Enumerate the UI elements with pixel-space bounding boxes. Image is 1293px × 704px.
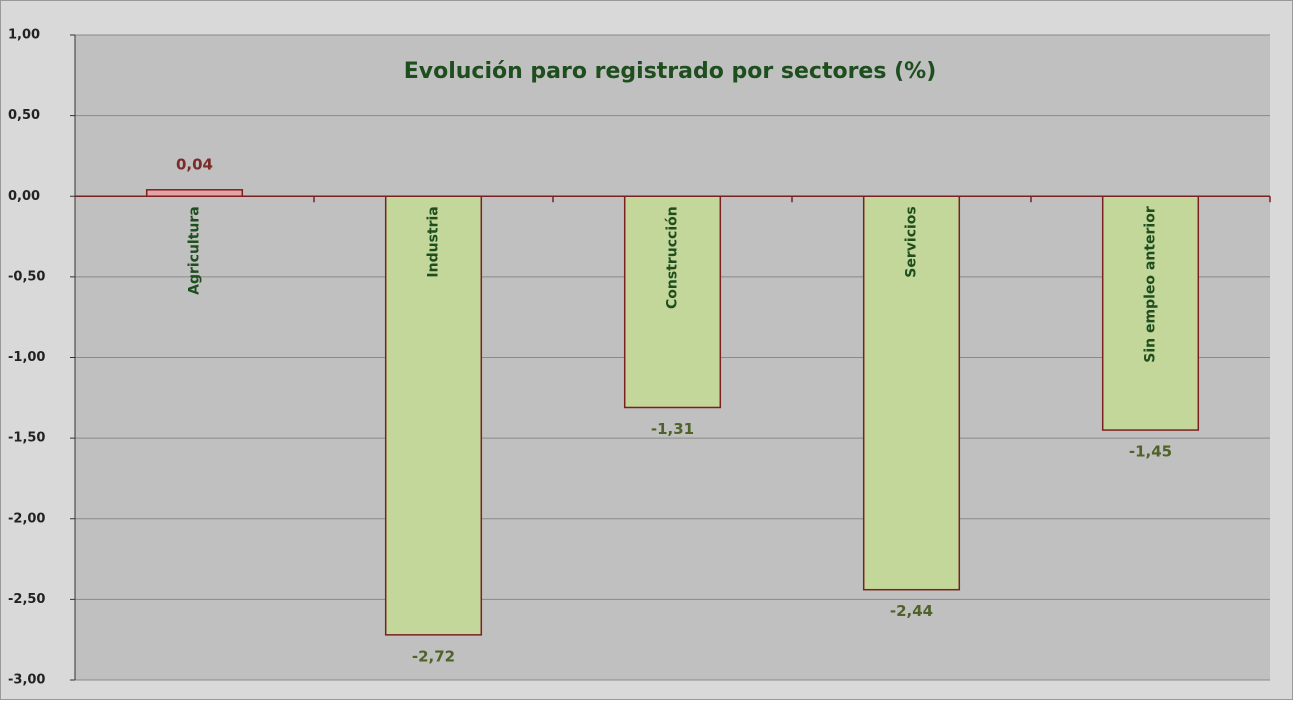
value-label: -2,72 [412, 647, 455, 665]
bar [1101, 195, 1200, 431]
y-tick-label: -3,00 [8, 673, 45, 688]
value-label: -1,45 [1129, 443, 1172, 461]
y-tick-label: 1,00 [8, 28, 40, 43]
bar [145, 189, 244, 198]
x-tick-label: Construcción [665, 206, 681, 309]
y-tick-label: -2,50 [8, 592, 45, 607]
bar [384, 195, 483, 636]
y-tick-label: 0,50 [8, 108, 40, 123]
y-tick-label: -2,00 [8, 511, 45, 526]
value-label: 0,04 [176, 155, 213, 173]
y-tick-label: -1,50 [8, 431, 45, 446]
chart-title: Evolución paro registrado por sectores (… [404, 59, 937, 84]
y-tick-label: -0,50 [8, 269, 45, 284]
x-tick-label: Industria [426, 206, 442, 277]
value-label: -1,31 [651, 420, 694, 438]
y-tick-label: -1,00 [8, 350, 45, 365]
x-tick-label: Servicios [904, 206, 920, 277]
x-tick-label: Sin empleo anterior [1143, 206, 1159, 363]
x-tick-label: Agricultura [187, 206, 203, 295]
y-tick-label: 0,00 [8, 189, 40, 204]
bar [623, 195, 722, 409]
value-label: -2,44 [890, 602, 933, 620]
